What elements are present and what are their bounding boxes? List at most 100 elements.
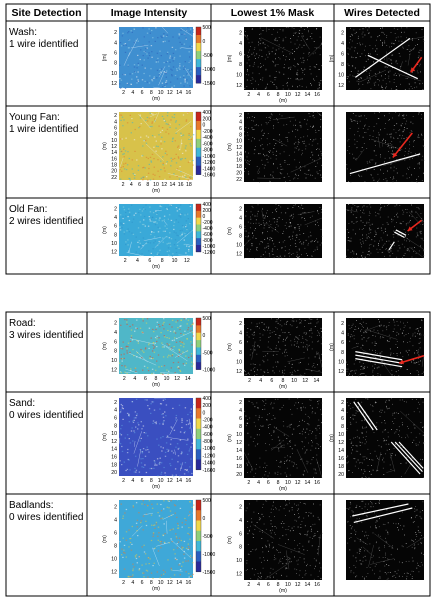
intensity-x-tick-label: 16: [185, 580, 191, 586]
intensity-image-speckle: [152, 577, 154, 579]
mask-image-speckle: [300, 224, 302, 226]
wires-image-speckle: [353, 437, 355, 439]
mask-image-speckle: [311, 341, 313, 343]
mask-image-speckle: [319, 54, 321, 56]
intensity-image-speckle: [167, 500, 169, 502]
mask-image-speckle: [282, 563, 284, 565]
mask-image-speckle: [316, 443, 318, 444]
mask-image-speckle: [258, 222, 260, 224]
mask-image-speckle: [291, 561, 292, 563]
mask-image-speckle: [319, 427, 320, 429]
wires-image-speckle: [352, 229, 354, 231]
intensity-image-speckle: [135, 414, 138, 417]
intensity-image-speckle: [155, 27, 157, 29]
mask-image-speckle: [259, 429, 260, 430]
mask-image-speckle: [257, 407, 259, 409]
intensity-image-speckle: [175, 153, 177, 155]
colorbar-tick-label: -1200: [203, 250, 216, 256]
mask-image-speckle: [296, 342, 298, 344]
mask-image-speckle: [309, 417, 310, 419]
wires-image-speckle: [395, 230, 397, 232]
detected-wire-line: [394, 441, 423, 473]
wires-image-speckle: [351, 121, 353, 122]
intensity-image-speckle: [190, 325, 192, 327]
mask-image-speckle: [275, 49, 277, 51]
mask-image-speckle: [291, 448, 293, 450]
wires-image-speckle: [362, 500, 364, 502]
intensity-image-speckle: [168, 354, 170, 356]
mask-image-speckle: [247, 553, 249, 555]
mask-image-speckle: [295, 124, 296, 126]
mask-image-speckle: [263, 405, 265, 406]
wires-image-speckle: [371, 459, 373, 461]
wires-image-speckle: [361, 401, 363, 403]
intensity-image-speckle: [128, 413, 130, 415]
mask-image-speckle: [317, 162, 318, 164]
mask-image-speckle: [285, 323, 287, 325]
mask-image-speckle: [311, 144, 313, 146]
wires-image-speckle: [422, 145, 424, 147]
wires-image-speckle: [363, 242, 364, 244]
mask-image-speckle: [287, 82, 288, 84]
mask-image-speckle: [286, 476, 288, 477]
intensity-image-speckle: [142, 515, 145, 517]
mask-image-speckle: [254, 334, 255, 336]
intensity-y-tick-label: 8: [114, 132, 117, 138]
wires-image-speckle: [421, 28, 423, 30]
mask-x-tick-label: 6: [270, 378, 273, 384]
wires-image-speckle: [375, 335, 376, 337]
mask-image-speckle: [261, 138, 262, 140]
mask-image-speckle: [269, 75, 271, 77]
intensity-image-speckle: [171, 57, 174, 59]
mask-image-speckle: [292, 207, 294, 208]
wires-image-speckle: [357, 37, 359, 39]
mask-image-speckle: [305, 570, 306, 572]
mask-image-speckle: [246, 86, 248, 87]
mask-image-speckle: [267, 353, 269, 355]
mask-image-speckle: [319, 36, 321, 38]
wires-image-speckle: [392, 575, 394, 577]
mask-image-speckle: [311, 319, 313, 320]
intensity-image-speckle: [141, 210, 144, 212]
mask-image-speckle: [244, 34, 245, 36]
mask-image-speckle: [274, 532, 275, 534]
wires-y-tick-label: 14: [338, 448, 344, 454]
mask-image-speckle: [256, 215, 258, 217]
mask-image-speckle: [304, 212, 306, 213]
intensity-image-speckle: [189, 160, 191, 162]
intensity-x-axis-label: (m): [152, 188, 160, 194]
mask-image-speckle: [312, 127, 314, 128]
colorbar-tick-label: -1600: [203, 468, 216, 474]
intensity-image-speckle: [139, 117, 142, 119]
wires-image-speckle: [372, 469, 374, 471]
mask-y-tick-label: 6: [239, 126, 242, 132]
mask-image-speckle: [306, 428, 308, 430]
mask-image-speckle: [304, 29, 305, 30]
intensity-image-speckle: [120, 119, 122, 121]
wires-image-speckle: [369, 45, 371, 46]
mask-image-speckle: [273, 84, 275, 85]
mask-image-speckle: [276, 460, 277, 461]
mask-image-speckle: [287, 529, 289, 530]
intensity-image-speckle: [124, 512, 126, 514]
wires-image-speckle: [412, 359, 414, 361]
wires-image-speckle: [421, 220, 423, 221]
intensity-image-speckle: [176, 168, 179, 170]
wires-image-speckle: [363, 469, 365, 471]
wires-image-speckle: [369, 224, 371, 226]
intensity-image-speckle: [121, 405, 124, 407]
mask-image-speckle: [309, 231, 311, 233]
wires-image-speckle: [417, 328, 419, 330]
mask-image-speckle: [248, 554, 250, 555]
wires-image-speckle: [406, 114, 407, 116]
wires-image-speckle: [420, 360, 421, 361]
mask-image-speckle: [316, 149, 317, 150]
intensity-image-speckle: [148, 216, 150, 218]
intensity-image-streak: [180, 28, 194, 37]
wires-image-speckle: [367, 327, 368, 329]
intensity-image-streak: [138, 113, 151, 129]
wires-image-speckle: [416, 350, 418, 351]
mask-image-speckle: [321, 422, 322, 424]
mask-image-speckle: [252, 441, 254, 442]
mask-image-speckle: [301, 150, 303, 151]
